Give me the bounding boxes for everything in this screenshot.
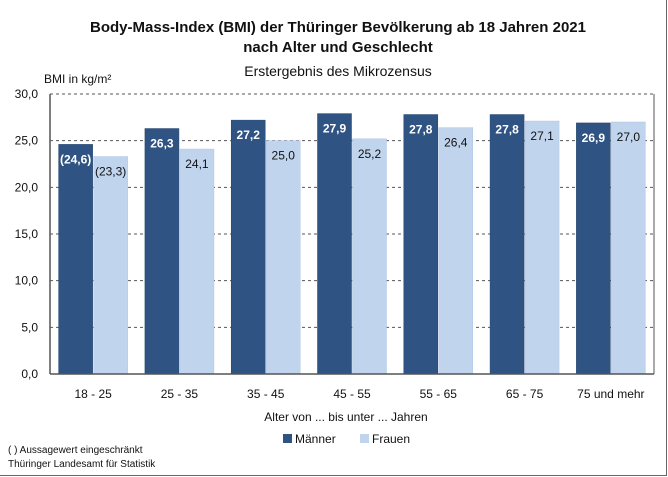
data-label: 25,0 bbox=[272, 149, 296, 163]
data-label: (23,3) bbox=[95, 165, 126, 179]
data-label: 24,1 bbox=[185, 157, 209, 171]
x-tick-label: 25 - 35 bbox=[161, 387, 199, 401]
data-label: 26,4 bbox=[444, 136, 468, 150]
data-label: 26,9 bbox=[582, 131, 606, 145]
legend-label-frauen: Frauen bbox=[372, 432, 410, 446]
bar-maenner bbox=[317, 113, 352, 375]
legend-swatch-frauen bbox=[360, 434, 369, 443]
x-tick-label: 75 und mehr bbox=[577, 387, 644, 401]
data-label: 25,2 bbox=[358, 147, 382, 161]
data-label: 27,8 bbox=[495, 123, 519, 137]
data-label: 27,0 bbox=[617, 130, 641, 144]
data-label: 27,8 bbox=[409, 123, 433, 137]
y-tick-label: 15,0 bbox=[15, 227, 39, 241]
data-label: 27,1 bbox=[530, 129, 554, 143]
y-tick-label: 10,0 bbox=[15, 274, 39, 288]
y-tick-label: 0,0 bbox=[21, 367, 38, 381]
y-tick-label: 20,0 bbox=[15, 180, 39, 194]
bar-maenner bbox=[576, 122, 611, 375]
chart-subtitle: Erstergebnis des Mikrozensus bbox=[244, 63, 432, 79]
data-label: (24,6) bbox=[60, 152, 91, 166]
y-tick-label: 5,0 bbox=[21, 320, 38, 334]
bar-maenner bbox=[230, 119, 266, 375]
source-note: Thüringer Landesamt für Statistik bbox=[8, 459, 156, 470]
y-tick-label: 30,0 bbox=[15, 87, 39, 101]
y-axis-label: BMI in kg/m² bbox=[44, 72, 111, 86]
bar-frauen bbox=[265, 140, 301, 375]
chart-title-line2: nach Alter und Geschlecht bbox=[243, 39, 433, 56]
legend-label-maenner: Männer bbox=[295, 432, 336, 446]
chart-title: Body-Mass-Index (BMI) der Thüringer Bevö… bbox=[90, 19, 586, 36]
data-label: 27,9 bbox=[323, 122, 347, 136]
bar-maenner bbox=[58, 144, 93, 375]
bar-frauen bbox=[352, 138, 387, 375]
data-label: 27,2 bbox=[237, 128, 261, 142]
bar-maenner bbox=[403, 114, 439, 375]
legend-swatch-maenner bbox=[283, 434, 292, 443]
bar-frauen bbox=[438, 127, 474, 375]
bar-frauen bbox=[524, 120, 560, 375]
bar-maenner bbox=[489, 114, 525, 375]
x-tick-label: 65 - 75 bbox=[506, 387, 544, 401]
bar-frauen bbox=[611, 121, 646, 375]
x-tick-label: 35 - 45 bbox=[247, 387, 285, 401]
x-tick-label: 55 - 65 bbox=[420, 387, 458, 401]
y-tick-label: 25,0 bbox=[15, 134, 39, 148]
x-tick-label: 18 - 25 bbox=[74, 387, 112, 401]
bar-maenner bbox=[144, 128, 180, 375]
data-label: 26,3 bbox=[150, 137, 174, 151]
bar-frauen bbox=[179, 148, 215, 375]
x-tick-label: 45 - 55 bbox=[333, 387, 371, 401]
x-axis-label: Alter von ... bis unter ... Jahren bbox=[264, 410, 427, 424]
footnote: ( ) Aussagewert eingeschränkt bbox=[8, 445, 143, 456]
bar-frauen bbox=[93, 156, 128, 375]
